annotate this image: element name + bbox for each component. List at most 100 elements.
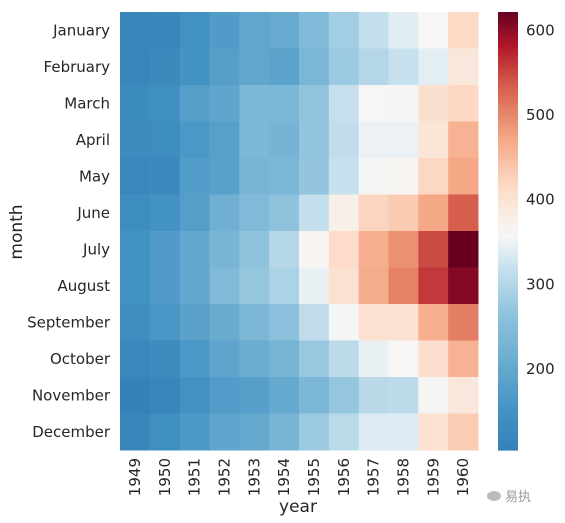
- heatmap-cell: [388, 231, 419, 268]
- heatmap-cell: [120, 85, 151, 122]
- heatmap-cell: [269, 413, 300, 451]
- heatmap-cell: [358, 194, 389, 232]
- heatmap-cell: [328, 231, 360, 268]
- heatmap-cell: [299, 194, 330, 232]
- heatmap-cell: [269, 377, 300, 414]
- heatmap-cell: [418, 340, 449, 378]
- colorbar-segment: [498, 344, 518, 349]
- colorbar: 200 300 400 500 600: [498, 12, 555, 451]
- colorbar-segment: [498, 41, 518, 46]
- y-tick-label: May: [79, 167, 110, 185]
- colorbar-segment: [498, 103, 518, 108]
- heatmap-cell: [120, 231, 151, 268]
- heatmap-cell: [179, 231, 210, 268]
- colorbar-tick-label: 200: [526, 360, 555, 378]
- colorbar-segment: [498, 406, 518, 411]
- heatmap-cell: [179, 158, 210, 195]
- heatmap-cell: [179, 48, 210, 86]
- heatmap-cell: [358, 304, 389, 341]
- heatmap-cell: [448, 377, 479, 414]
- colorbar-segment: [498, 435, 518, 440]
- heatmap-cell: [179, 121, 210, 159]
- heatmap-cell: [388, 121, 419, 159]
- colorbar-segment: [498, 52, 518, 57]
- x-tick-label: 1949: [126, 458, 144, 496]
- heatmap-cell: [448, 158, 479, 195]
- colorbar-segment: [498, 380, 518, 385]
- y-tick-label: January: [52, 21, 110, 39]
- heatmap-cell: [149, 85, 181, 122]
- colorbar-segment: [498, 245, 518, 250]
- colorbar-segment: [498, 209, 518, 214]
- heatmap-cell: [179, 267, 210, 305]
- heatmap-cell: [149, 12, 181, 49]
- heatmap-cell: [120, 121, 151, 159]
- colorbar-segment: [498, 304, 518, 309]
- colorbar-segment: [498, 187, 518, 192]
- colorbar-segment: [498, 114, 518, 119]
- colorbar-segment: [498, 81, 518, 86]
- watermark: 易执: [487, 486, 531, 505]
- heatmap-cell: [179, 304, 210, 341]
- colorbar-segment: [498, 442, 518, 447]
- colorbar-segment: [498, 55, 518, 61]
- colorbar-segment: [498, 274, 518, 280]
- heatmap-cell: [388, 413, 419, 451]
- colorbar-segment: [498, 446, 518, 451]
- colorbar-segment: [498, 256, 518, 261]
- heatmap-cell: [209, 48, 240, 86]
- colorbar-segment: [498, 136, 518, 141]
- colorbar-segment: [498, 252, 518, 258]
- heatmap-cell: [418, 85, 449, 122]
- heatmap-cell: [448, 267, 479, 305]
- heatmap-cell: [209, 12, 240, 49]
- heatmap-cell: [209, 85, 240, 122]
- colorbar-segment: [498, 30, 518, 35]
- colorbar-segment: [498, 59, 518, 64]
- colorbar-segment: [498, 395, 518, 400]
- colorbar-segment: [498, 439, 518, 444]
- heatmap-cell: [179, 340, 210, 378]
- heatmap-cell: [149, 413, 181, 451]
- heatmap-cell: [239, 231, 270, 268]
- x-tick-label: 1953: [245, 458, 263, 496]
- x-tick-label: 1959: [424, 458, 442, 496]
- heatmap-cell: [448, 340, 479, 378]
- x-tick-label: 1956: [335, 458, 353, 496]
- colorbar-segment: [498, 158, 518, 163]
- colorbar-segment: [498, 267, 518, 272]
- colorbar-segment: [498, 128, 518, 134]
- heatmap-cell: [209, 340, 240, 378]
- colorbar-tick-label: 500: [526, 106, 555, 124]
- colorbar-segment: [498, 347, 518, 353]
- colorbar-segment: [498, 92, 518, 97]
- colorbar-segment: [498, 369, 518, 374]
- heatmap-cell: [418, 377, 449, 414]
- y-tick-label: March: [64, 94, 110, 112]
- colorbar-segment: [498, 205, 518, 210]
- heatmap-cell: [239, 85, 270, 122]
- heatmap-cell: [209, 158, 240, 195]
- heatmap-cell: [149, 267, 181, 305]
- heatmap-cell: [299, 267, 330, 305]
- colorbar-segment: [498, 420, 518, 426]
- colorbar-segment: [498, 37, 518, 42]
- colorbar-segment: [498, 300, 518, 305]
- watermark-icon: [487, 490, 501, 501]
- heatmap-cell: [328, 12, 360, 49]
- colorbar-segment: [498, 77, 518, 82]
- heatmap-cell: [120, 413, 151, 451]
- heatmap-cell: [209, 194, 240, 232]
- colorbar-segment: [498, 22, 518, 28]
- colorbar-segment: [498, 398, 518, 404]
- colorbar-segment: [498, 85, 518, 90]
- colorbar-segment: [498, 154, 518, 159]
- heatmap-cell: [149, 340, 181, 378]
- heatmap-cell: [269, 12, 300, 49]
- colorbar-segment: [498, 33, 518, 39]
- colorbar-segment: [498, 110, 518, 115]
- heatmap-cell: [299, 158, 330, 195]
- x-tick-label: 1955: [305, 458, 323, 496]
- heatmap-cell: [179, 12, 210, 49]
- x-tick-label: 1957: [365, 458, 383, 496]
